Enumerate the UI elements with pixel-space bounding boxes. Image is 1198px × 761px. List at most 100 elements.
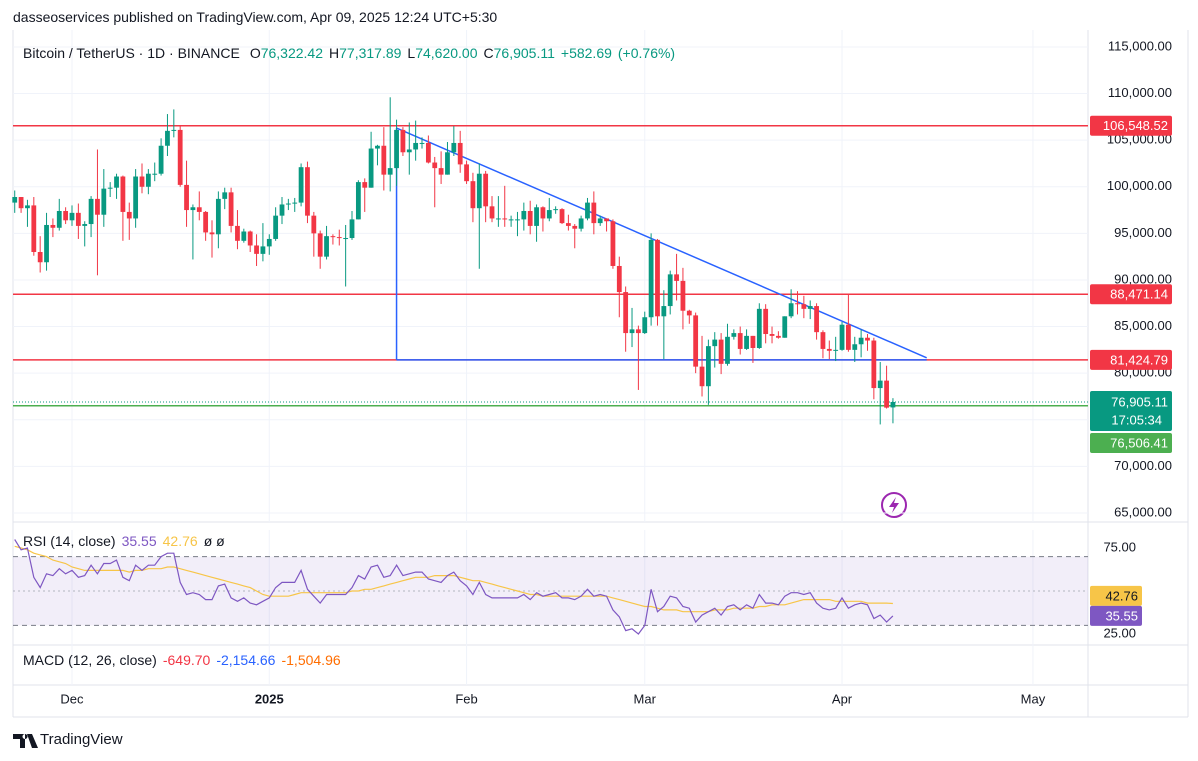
macd-title: MACD (12, 26, close) <box>23 652 157 668</box>
candle-body <box>623 292 629 334</box>
countdown: 17:05:34 <box>1111 412 1162 427</box>
candle-body <box>489 206 495 219</box>
candle-body <box>273 215 279 239</box>
candle-body <box>425 142 431 163</box>
published-line: dasseoservices published on TradingView.… <box>13 9 498 25</box>
candle-body <box>317 233 323 257</box>
candle-body <box>114 176 119 188</box>
candle-body <box>635 329 641 334</box>
candle-body <box>890 402 896 408</box>
x-tick-label: Mar <box>634 691 657 706</box>
macd-value: -649.70 <box>162 652 211 668</box>
candle-body <box>483 173 489 207</box>
rsi-badge <box>1090 585 1142 606</box>
rsi-badge-label: 35.55 <box>1105 608 1138 623</box>
ohlc-prefix: C <box>483 45 494 61</box>
candle-body <box>546 210 552 219</box>
candle-body <box>750 335 756 348</box>
candle-body <box>305 167 310 216</box>
candle-body <box>527 210 533 226</box>
candle-body <box>877 380 883 389</box>
candle-body <box>362 182 368 188</box>
rsi-legend: RSI (14, close) 35.55 42.76 ø ø <box>23 533 225 549</box>
candle-body <box>718 339 724 364</box>
alert-icon <box>881 492 907 518</box>
price-badge <box>1090 433 1172 454</box>
candle-body <box>177 129 183 185</box>
candle-body <box>324 236 329 257</box>
change-pct: (+0.76%) <box>617 45 676 61</box>
candle-body <box>387 168 393 175</box>
candle-body <box>699 366 705 387</box>
x-tick-label: Feb <box>455 691 477 706</box>
candle-body <box>215 198 221 235</box>
candle-body <box>133 176 139 219</box>
candle-body <box>145 173 151 187</box>
candle-body <box>731 333 737 337</box>
candle-body <box>865 337 870 341</box>
candle-body <box>254 245 259 254</box>
ohlc-item: H77,317.89 <box>329 45 401 61</box>
candle-body <box>693 315 699 367</box>
candle-body <box>457 142 463 165</box>
ohlc-prefix: O <box>249 45 261 61</box>
candle-body <box>247 231 253 246</box>
candle-body <box>833 349 839 351</box>
rsi-extra: ø ø <box>203 533 225 549</box>
candle-body <box>298 167 304 203</box>
candle-body <box>311 215 317 234</box>
price-badge-label: 106,548.52 <box>1103 118 1168 133</box>
candle-body <box>629 329 635 334</box>
candle-body <box>37 252 43 263</box>
candle-body <box>355 182 361 220</box>
candle-body <box>801 304 807 309</box>
candle-body <box>120 176 126 212</box>
grid-layer <box>13 30 1088 685</box>
candle-body <box>674 274 679 281</box>
candle-body <box>845 324 851 350</box>
candle-body <box>107 187 113 189</box>
candle-body <box>336 237 342 239</box>
candle-body <box>610 221 616 266</box>
ohlc-value: 77,317.89 <box>339 45 402 61</box>
candle-body <box>451 142 457 153</box>
candle-body <box>667 274 673 307</box>
candle-body <box>680 280 686 311</box>
candle-body <box>235 225 240 241</box>
candle-body <box>655 239 660 317</box>
candle-body <box>419 142 425 144</box>
ohlc-value: 76,905.11 <box>493 45 555 61</box>
candle-body <box>438 168 444 175</box>
y-tick-label: 115,000.00 <box>1108 38 1172 53</box>
candle-body <box>375 145 380 149</box>
price-badge <box>1090 349 1172 370</box>
candle-body <box>349 219 355 239</box>
candle-body <box>126 211 132 219</box>
symbol-title: Bitcoin / TetherUS · 1D · BINANCE <box>23 45 240 61</box>
rsi-value: 35.55 <box>121 533 157 549</box>
candle-body <box>839 324 845 350</box>
y-tick-label: 65,000.00 <box>1114 504 1172 519</box>
candle-body <box>209 232 215 235</box>
candle-body <box>330 236 336 238</box>
price-badge-label: 76,506.41 <box>1110 435 1168 450</box>
rsi-title: RSI (14, close) <box>23 533 116 549</box>
candle-body <box>241 231 247 241</box>
x-tick-label: Dec <box>60 691 84 706</box>
candle-body <box>95 198 100 215</box>
candle-body <box>604 218 609 222</box>
x-tick-label: May <box>1021 691 1046 706</box>
candle-body <box>476 173 482 209</box>
candle-body <box>572 225 578 229</box>
candle-body <box>515 219 520 221</box>
brand: TradingView <box>40 731 123 748</box>
candle-body <box>642 317 648 334</box>
candle-body <box>25 205 30 209</box>
candle-body <box>368 148 374 188</box>
candle-body <box>648 239 654 318</box>
candle-body <box>502 218 508 220</box>
candle-body <box>763 308 769 335</box>
y-tick-label: 90,000.00 <box>1114 271 1172 286</box>
